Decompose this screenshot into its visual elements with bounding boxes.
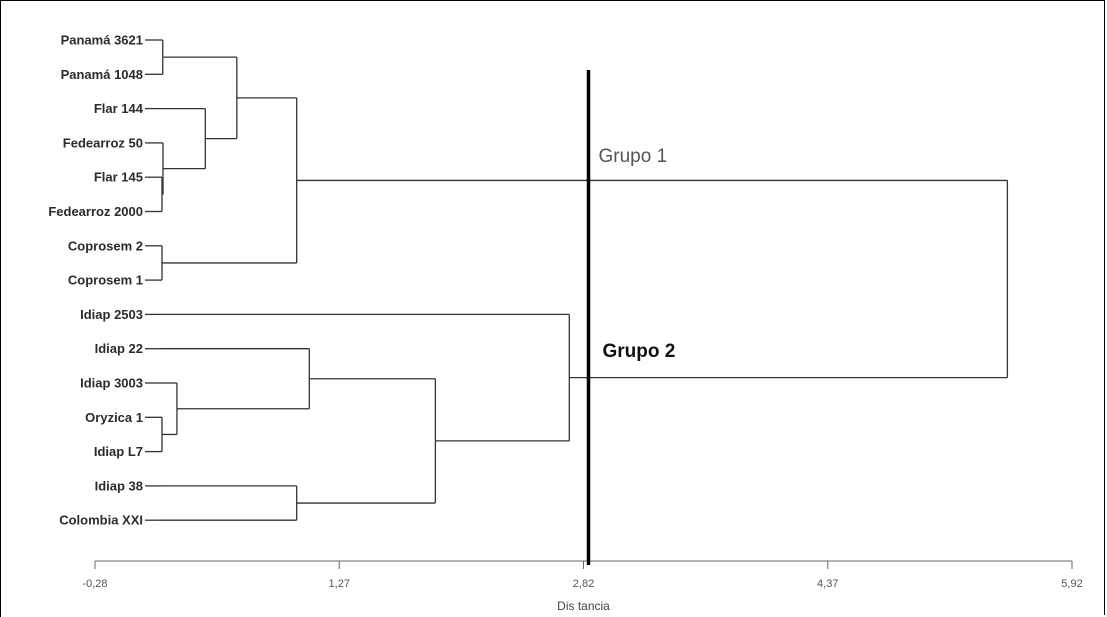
dendrogram-branches	[161, 39, 1009, 521]
leaf-label: Oryzica 1	[85, 410, 143, 425]
leaf-label: Idiap 22	[95, 341, 143, 356]
frame-edge	[0, 598, 1, 617]
leaf-label: Colombia XXI	[59, 513, 143, 528]
leaf-label: Coprosem 1	[68, 273, 143, 288]
group-1-label: Grupo 1	[599, 146, 668, 167]
leaf-label: Idiap 38	[95, 478, 143, 493]
x-tick-label: -0,28	[82, 578, 107, 590]
x-tick-label: 5,92	[1061, 578, 1082, 590]
leaf-labels: Panamá 3621 Panamá 1048 Flar 144 Fedearroz …	[48, 33, 161, 528]
group-2-label: Grupo 2	[603, 341, 676, 362]
x-axis-title: Dis tancia	[557, 599, 610, 613]
leaf-label: Idiap 2503	[80, 307, 143, 322]
leaf-label: Flar 144	[94, 101, 144, 116]
x-tick-label: 1,27	[329, 578, 350, 590]
leaf-label: Fedearroz 50	[63, 135, 143, 150]
leaf-label: Panamá 3621	[61, 33, 143, 48]
leaf-label: Panamá 1048	[61, 67, 143, 82]
x-axis-ticks: -0,28 1,27 2,82 4,37 5,92	[82, 561, 1083, 590]
x-tick-label: 2,82	[573, 578, 594, 590]
x-tick-label: 4,37	[817, 578, 838, 590]
leaf-label: Fedearroz 2000	[48, 204, 143, 219]
leaf-label: Flar 145	[94, 170, 143, 185]
leaf-label: Coprosem 2	[68, 238, 143, 253]
leaf-label: Idiap L7	[94, 444, 143, 459]
leaf-label: Idiap 3003	[80, 376, 143, 391]
